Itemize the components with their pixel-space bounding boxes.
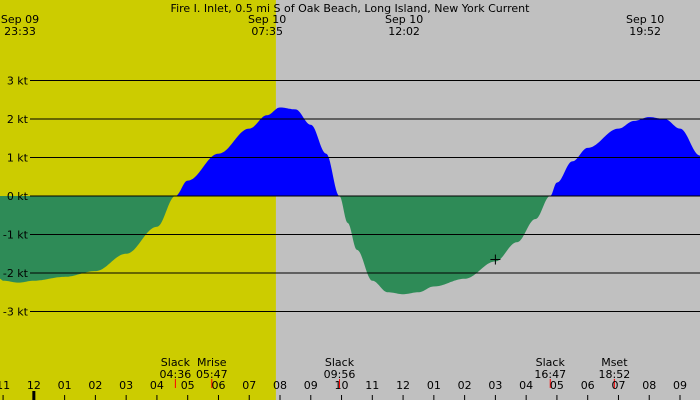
y-tick-label-3: 0 kt xyxy=(7,190,29,203)
x-tick-label-8: 07 xyxy=(242,379,256,392)
top-date-2: Sep 10 xyxy=(385,13,423,26)
top-date-0: Sep 09 xyxy=(1,13,39,26)
top-date-3: Sep 10 xyxy=(626,13,664,26)
ebb-area-2 xyxy=(339,195,550,295)
bottom-event-labels: Slack04:36Mrise05:47Slack09:56Slack16:47… xyxy=(160,356,631,388)
ebb-area-0 xyxy=(0,196,175,283)
x-tick-label-10: 09 xyxy=(304,379,318,392)
x-tick-label-21: 08 xyxy=(642,379,656,392)
current-areas xyxy=(0,107,700,295)
x-tick-label-14: 01 xyxy=(427,379,441,392)
event-label-3: Slack xyxy=(536,356,566,369)
y-tick-label-2: 1 kt xyxy=(7,152,29,165)
event-label-0: Slack xyxy=(161,356,191,369)
x-tick-label-6: 05 xyxy=(181,379,195,392)
event-label-4: Mset xyxy=(601,356,628,369)
y-tick-labels: 3 kt 2 kt 1 kt 0 kt -1 kt -2 kt -3 kt xyxy=(3,75,29,319)
y-tick-label-4: -1 kt xyxy=(3,229,29,242)
flood-area-1 xyxy=(175,107,339,196)
x-tick-label-19: 06 xyxy=(581,379,595,392)
top-time-0: 23:33 xyxy=(4,25,36,38)
x-tick-label-18: 05 xyxy=(550,379,564,392)
chart-title: Fire I. Inlet, 0.5 mi S of Oak Beach, Lo… xyxy=(171,2,531,15)
x-tick-label-17: 04 xyxy=(519,379,533,392)
event-label-1: Mrise xyxy=(197,356,227,369)
x-tick-label-9: 08 xyxy=(273,379,287,392)
x-tick-label-22: 09 xyxy=(673,379,687,392)
x-tick-labels: 11 12 01 02 03 04 05 06 07 08 09 10 11 12 01 02 03 04 05 06… xyxy=(0,379,687,400)
x-tick-label-0: 11 xyxy=(0,379,10,392)
x-tick-label-16: 03 xyxy=(488,379,502,392)
x-tick-label-13: 12 xyxy=(396,379,410,392)
x-tick-label-3: 02 xyxy=(88,379,102,392)
top-date-1: Sep 10 xyxy=(248,13,286,26)
y-tick-label-1: 2 kt xyxy=(7,113,29,126)
x-tick-label-20: 07 xyxy=(611,379,625,392)
event-time-2: 09:56 xyxy=(324,368,356,381)
event-label-2: Slack xyxy=(325,356,355,369)
top-time-1: 07:35 xyxy=(251,25,283,38)
y-tick-label-5: -2 kt xyxy=(3,267,29,280)
x-tick-label-1: 12 xyxy=(27,379,41,392)
y-tick-label-0: 3 kt xyxy=(7,75,29,88)
top-time-3: 19:52 xyxy=(629,25,661,38)
x-tick-label-5: 04 xyxy=(150,379,164,392)
current-time-marker xyxy=(490,254,501,265)
x-tick-label-15: 02 xyxy=(458,379,472,392)
x-tick-label-2: 01 xyxy=(58,379,72,392)
event-time-3: 16:47 xyxy=(534,368,566,381)
top-time-2: 12:02 xyxy=(388,25,420,38)
event-time-4: 18:52 xyxy=(599,368,631,381)
event-time-1: 05:47 xyxy=(196,368,228,381)
grid-lines xyxy=(30,80,700,312)
event-time-0: 04:36 xyxy=(160,368,192,381)
flood-area-3 xyxy=(550,117,700,196)
x-tick-label-4: 03 xyxy=(119,379,133,392)
x-tick-label-12: 11 xyxy=(365,379,379,392)
x-tick-label-7: 06 xyxy=(211,379,225,392)
x-tick-label-11: 10 xyxy=(335,379,349,392)
y-tick-label-6: -3 kt xyxy=(3,306,29,319)
